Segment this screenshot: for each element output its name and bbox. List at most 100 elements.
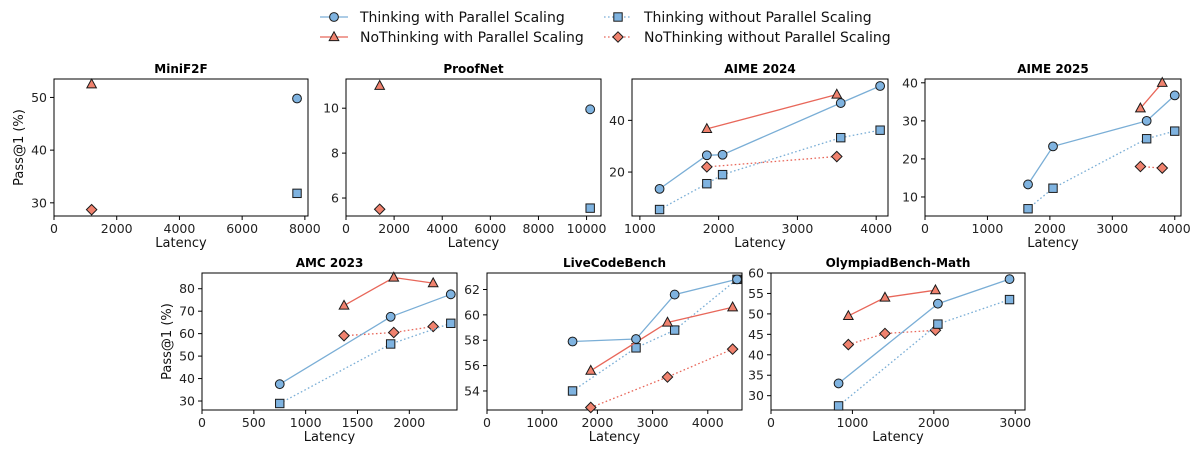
legend-label: NoThinking without Parallel Scaling [644,30,891,46]
y-tick-label: 40 [31,143,47,158]
data-point [1141,115,1152,126]
x-tick-label: 4000 [860,221,892,236]
legend-entry-nothinking-noparallel: NoThinking without Parallel Scaling [604,30,891,46]
panel-livecodebench: LiveCodeBench Latency 0 1000 2000 3000 4000 5… [464,256,743,445]
panel-title: MiniF2F [154,62,207,76]
y-tick-label: 60 [748,266,764,281]
series-thinking-parallel [585,104,596,115]
y-tick-label: 30 [748,388,764,403]
y-tick-label: 30 [902,113,918,128]
series-thinking-noparallel [654,125,885,215]
data-point [701,122,713,133]
y-tick-label: 50 [748,306,764,321]
plot-frame [924,78,1182,217]
series-nothinking-parallel [374,79,386,90]
x-tick-label: 2000 [703,221,735,236]
data-point [830,150,843,163]
data-point [842,309,854,321]
series-line [1139,82,1163,109]
y-axis-label: Pass@1 (%) [12,109,27,186]
y-tick-label: 40 [179,371,195,386]
legend-marker-shape [329,12,339,22]
y-tick-label: 70 [179,304,195,319]
series-line [659,129,881,211]
y-tick-label: 8 [331,146,339,161]
series-thinking-parallel [654,81,886,194]
data-point [661,371,674,383]
series-line [659,85,881,190]
series-line [590,306,733,372]
panel-title: OlympiadBench-Math [826,256,971,270]
x-axis-label: Latency [448,236,500,251]
series-thinking-noparallel [292,188,302,199]
x-tick-label: 2000 [378,221,410,236]
data-point [1170,126,1180,136]
x-tick-label: 500 [242,415,266,430]
x-tick-label: 2000 [393,415,425,430]
legend-marker-shape [612,31,624,43]
data-point [701,150,712,161]
series-thinking-noparallel [585,203,595,213]
x-tick-label: 2000 [101,221,133,236]
series-thinking-noparallel [1023,126,1180,214]
data-point [373,203,386,216]
series-line [848,289,936,317]
y-tick-label: 10 [902,189,918,204]
data-point [654,204,665,215]
x-tick-label: 4000 [1159,221,1191,236]
data-point [338,329,350,342]
data-point [1023,204,1033,214]
panel-title: ProofNet [443,62,504,76]
data-point [732,274,742,285]
data-point [585,104,596,115]
x-tick-label: 2000 [1034,221,1066,236]
x-axis-label: Latency [1027,236,1079,251]
y-axis-label: Pass@1 (%) [160,303,175,380]
data-point [717,149,728,160]
x-tick-label: 1000 [526,415,558,430]
series-thinking-noparallel [275,318,456,409]
x-tick-label: 3000 [1096,221,1128,236]
y-tick-label: 62 [464,282,480,297]
data-point [385,339,396,349]
y-tick-label: 40 [902,75,918,90]
panel-olympiadbench-math: OlympiadBench-Math Latency 0 1000 2000 3000… [748,256,1031,445]
data-point [585,203,595,213]
plot-frame [53,78,309,217]
data-point [669,325,680,335]
data-point [85,203,98,216]
data-point [1134,102,1147,113]
series-line [572,278,738,343]
x-tick-label: 0 [342,221,350,236]
y-tick-label: 10 [323,101,339,116]
legend-label: Thinking with Parallel Scaling [359,10,565,26]
x-axis-label: Latency [872,430,924,445]
data-point [567,336,578,347]
x-tick-label: 6000 [474,221,506,236]
y-tick-label: 80 [179,281,195,296]
legend-label: NoThinking with Parallel Scaling [360,30,584,46]
y-tick-label: 30 [31,195,47,210]
data-point [388,271,400,282]
y-tick-label: 6 [331,191,339,206]
series-thinking-parallel [292,93,302,104]
data-point [85,78,98,89]
series-nothinking-noparallel [700,150,843,173]
x-tick-label: 4000 [164,221,196,236]
x-tick-label: 6000 [226,221,258,236]
data-point [387,326,400,339]
x-tick-label: 1000 [837,415,869,430]
panel-title: LiveCodeBench [563,256,666,270]
series-thinking-parallel [567,274,742,347]
x-tick-label: 8000 [523,221,555,236]
x-axis-label: Latency [304,430,356,445]
data-point [836,132,846,143]
data-point [445,289,456,300]
data-point [842,338,855,351]
data-point [292,93,302,104]
data-point [585,364,597,375]
y-tick-label: 55 [748,286,764,301]
x-tick-label: 2000 [581,415,613,430]
data-point [932,298,943,309]
